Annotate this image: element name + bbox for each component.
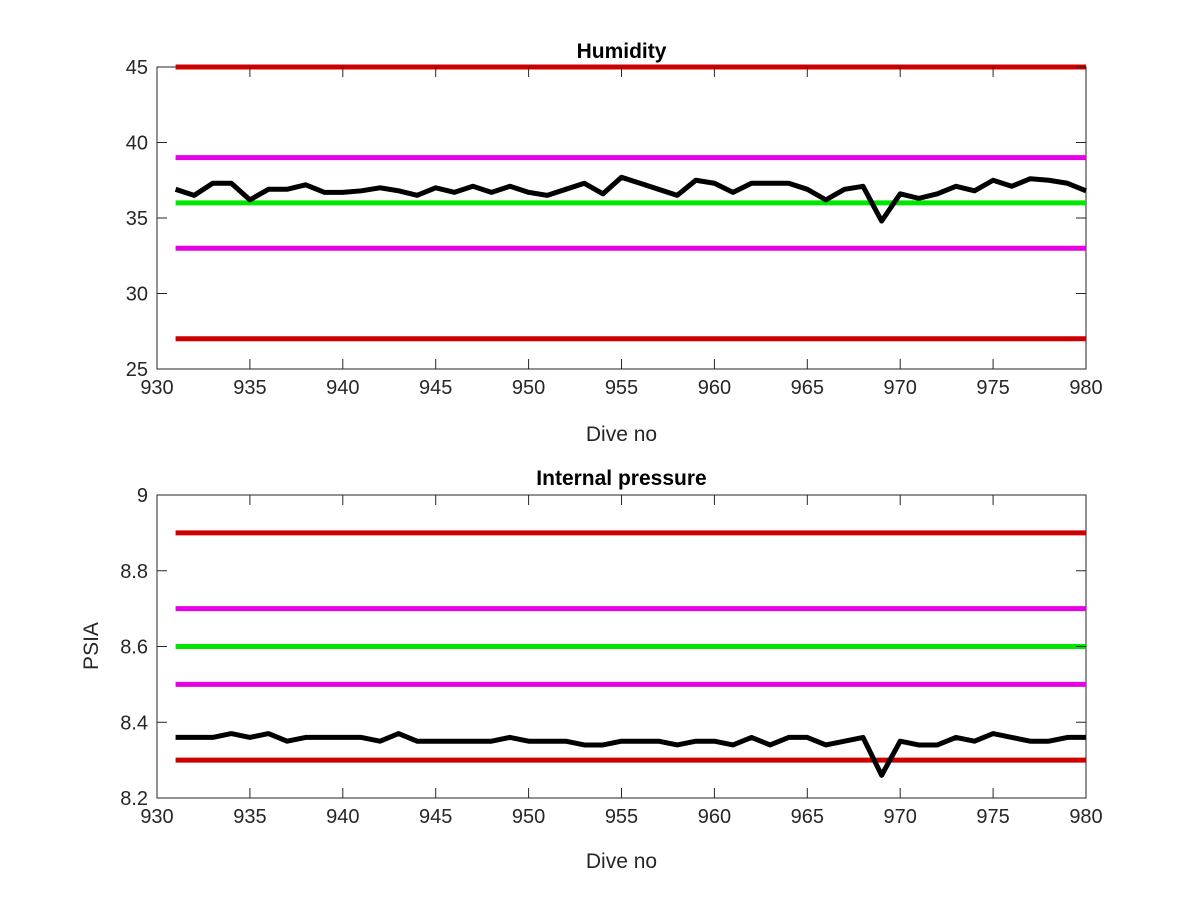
humidity-x-tick-label: 970 xyxy=(884,377,917,399)
pressure-series-layer xyxy=(175,530,1086,778)
humidity-axes-box xyxy=(156,66,1087,370)
humidity-y-tick-label: 45 xyxy=(126,57,148,79)
pressure-y-tick-label: 8.6 xyxy=(120,637,148,659)
humidity-x-tick-label: 940 xyxy=(326,377,359,399)
pressure-x-tick-label: 930 xyxy=(140,806,173,828)
humidity-subplot: 930 935 940 945 950 955 960 965 970 975 980 25 30 35 4… xyxy=(126,40,1103,446)
humidity-x-tick-label: 975 xyxy=(976,377,1009,399)
pressure-x-tick-label: 935 xyxy=(233,806,266,828)
pressure-x-tick-label: 975 xyxy=(976,806,1009,828)
humidity-measurement-line xyxy=(174,174,1087,224)
humidity-y-tick-label: 35 xyxy=(126,208,148,230)
pressure-x-tick-label: 940 xyxy=(326,806,359,828)
humidity-series-layer xyxy=(174,64,1087,342)
pressure-x-axis-label: Dive no xyxy=(586,850,657,873)
pressure-x-tick-label: 960 xyxy=(698,806,731,828)
humidity-y-tick-label: 25 xyxy=(126,359,148,381)
pressure-x-tick-label: 955 xyxy=(605,806,638,828)
pressure-y-tick-label: 8.8 xyxy=(120,561,148,583)
humidity-x-tick-label: 945 xyxy=(419,377,452,399)
pressure-y-tick-label: 9 xyxy=(137,485,148,507)
humidity-x-tick-label: 930 xyxy=(140,377,173,399)
pressure-measurement-line xyxy=(175,731,1086,778)
humidity-title: Humidity xyxy=(577,40,667,63)
humidity-tick-layer: 930 935 940 945 950 955 960 965 970 975 980 25 30 35 4… xyxy=(126,57,1103,399)
internal-pressure-subplot: 930 935 940 945 950 955 960 965 970 975 980 8.2 8.4 8… xyxy=(80,467,1103,873)
humidity-x-tick-label: 955 xyxy=(605,377,638,399)
pressure-y-tick-label: 8.4 xyxy=(120,712,148,734)
pressure-y-axis-label: PSIA xyxy=(80,622,103,670)
humidity-x-tick-label: 965 xyxy=(791,377,824,399)
humidity-y-tick-label: 40 xyxy=(126,133,148,155)
humidity-x-tick-label: 980 xyxy=(1069,377,1102,399)
humidity-y-tick-label: 30 xyxy=(126,284,148,306)
pressure-x-tick-label: 945 xyxy=(419,806,452,828)
pressure-x-tick-label: 950 xyxy=(512,806,545,828)
humidity-x-tick-label: 950 xyxy=(512,377,545,399)
humidity-x-tick-label: 960 xyxy=(698,377,731,399)
pressure-y-tick-label: 8.2 xyxy=(120,788,148,810)
pressure-x-tick-label: 965 xyxy=(791,806,824,828)
humidity-x-tick-label: 935 xyxy=(233,377,266,399)
pressure-x-tick-label: 970 xyxy=(884,806,917,828)
pressure-tick-layer: 930 935 940 945 950 955 960 965 970 975 980 8.2 8.4 8… xyxy=(120,485,1103,828)
humidity-x-axis-label: Dive no xyxy=(586,423,657,446)
pressure-x-tick-label: 980 xyxy=(1069,806,1102,828)
pressure-title: Internal pressure xyxy=(536,467,706,490)
